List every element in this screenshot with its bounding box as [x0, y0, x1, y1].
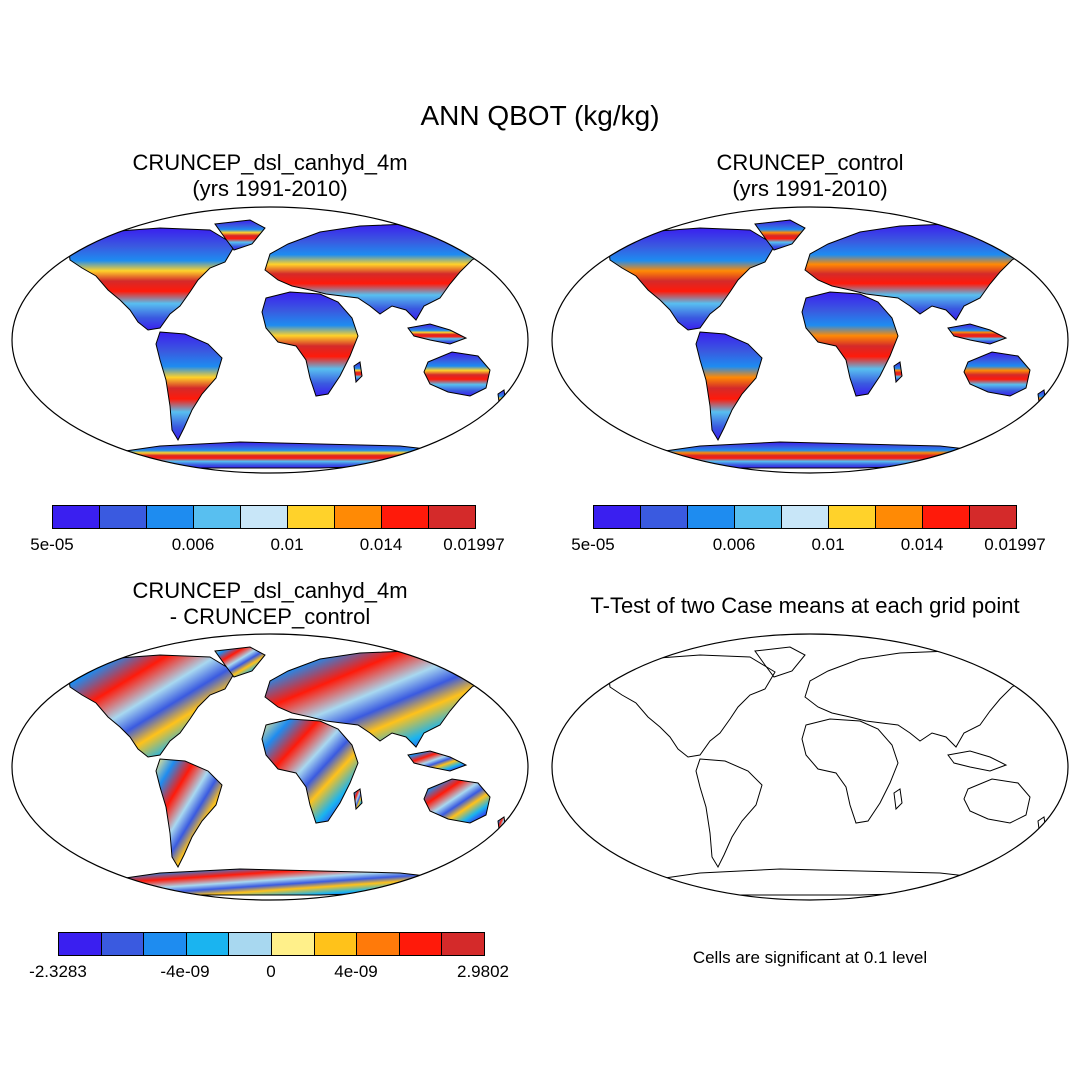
difference-colorbar-swatch	[314, 933, 358, 955]
control-colorbar-swatch	[876, 506, 923, 528]
control-colorbar-swatch	[970, 506, 1016, 528]
control-title-line1: CRUNCEP_control	[716, 150, 904, 175]
control-colorbar-swatch	[829, 506, 876, 528]
difference-title-line2: - CRUNCEP_control	[169, 604, 371, 629]
difference-title-line1: CRUNCEP_dsl_canhyd_4m	[132, 578, 408, 603]
control-colorbar-swatch	[735, 506, 782, 528]
case-colorbar-swatch	[194, 506, 241, 528]
case-colorbar-swatch	[335, 506, 382, 528]
case-colorbar-label: 0.006	[171, 535, 215, 554]
difference-colorbar-label: 2.9802	[457, 962, 509, 981]
difference-colorbar-label: 4e-09	[334, 962, 378, 981]
case-land-field	[67, 219, 507, 469]
difference-colorbar-swatch	[357, 933, 400, 955]
case-colorbar-label: 0.01	[270, 535, 304, 554]
ttest-map	[551, 633, 1069, 901]
control-colorbar-label: 0.01997	[984, 535, 1046, 554]
control-colorbar-swatch	[641, 506, 688, 528]
case-title-line2: (yrs 1991-2010)	[192, 176, 348, 201]
case-panel-title: CRUNCEP_dsl_canhyd_4m (yrs 1991-2010)	[20, 150, 520, 202]
difference-map-frame	[11, 633, 529, 901]
control-panel-title: CRUNCEP_control (yrs 1991-2010)	[560, 150, 1060, 202]
difference-colorbar-label: -2.3283	[29, 962, 87, 981]
case-map-frame	[11, 206, 529, 474]
case-colorbar-label: 0.014	[359, 535, 403, 554]
case-colorbar-label: 5e-05	[30, 535, 74, 554]
difference-colorbar-swatch	[59, 933, 102, 955]
case-colorbar-label: 0.01997	[443, 535, 505, 554]
control-colorbar-swatch	[594, 506, 641, 528]
ttest-coastlines	[607, 646, 1047, 896]
control-colorbar-swatch	[688, 506, 735, 528]
control-colorbar-label: 0.014	[900, 535, 944, 554]
difference-panel-title: CRUNCEP_dsl_canhyd_4m - CRUNCEP_control	[20, 578, 520, 630]
difference-colorbar-swatch	[399, 933, 443, 955]
difference-colorbar-label: 0	[266, 962, 276, 981]
case-colorbar-swatch	[100, 506, 147, 528]
difference-colorbar	[58, 932, 485, 956]
case-colorbar	[52, 505, 476, 529]
control-colorbar-label: 0.006	[712, 535, 756, 554]
control-colorbar-swatch	[923, 506, 970, 528]
difference-land-field	[67, 646, 507, 896]
control-colorbar-label: 5e-05	[571, 535, 615, 554]
case-colorbar-swatch	[429, 506, 475, 528]
difference-colorbar-swatch	[186, 933, 230, 955]
case-colorbar-swatch	[241, 506, 288, 528]
case-colorbar-swatch	[147, 506, 194, 528]
ttest-significance-note: Cells are significant at 0.1 level	[692, 948, 928, 967]
difference-colorbar-label: -4e-09	[160, 962, 210, 981]
case-map	[11, 206, 529, 474]
control-map	[551, 206, 1069, 474]
difference-colorbar-swatch	[229, 933, 272, 955]
control-colorbar-label: 0.01	[811, 535, 845, 554]
ttest-panel-title: T-Test of two Case means at each grid po…	[590, 593, 1020, 618]
difference-colorbar-swatch	[144, 933, 187, 955]
difference-colorbar-swatch	[442, 933, 484, 955]
case-colorbar-swatch	[288, 506, 335, 528]
control-colorbar-swatch	[782, 506, 829, 528]
control-colorbar	[593, 505, 1017, 529]
control-title-line2: (yrs 1991-2010)	[732, 176, 888, 201]
ttest-map-frame	[551, 633, 1069, 901]
control-land-field	[607, 219, 1047, 469]
control-map-frame	[551, 206, 1069, 474]
difference-map	[11, 633, 529, 901]
case-colorbar-swatch	[382, 506, 429, 528]
figure-title: ANN QBOT (kg/kg)	[420, 100, 660, 131]
case-title-line1: CRUNCEP_dsl_canhyd_4m	[132, 150, 408, 175]
difference-colorbar-swatch	[101, 933, 145, 955]
difference-colorbar-swatch	[271, 933, 315, 955]
case-colorbar-swatch	[53, 506, 100, 528]
